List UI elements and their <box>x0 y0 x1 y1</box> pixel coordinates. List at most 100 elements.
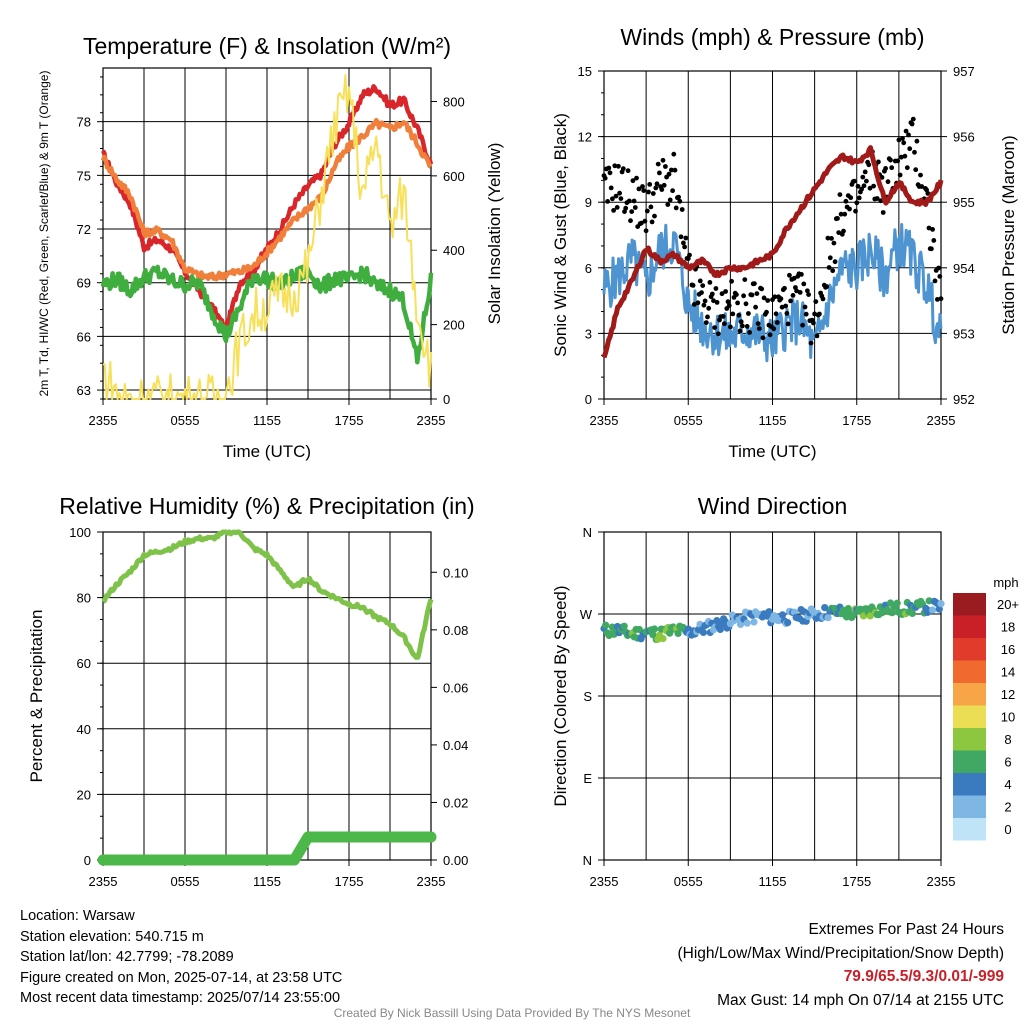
gust-point <box>826 265 832 270</box>
extremes-info: Extremes For Past 24 Hours (High/Low/Max… <box>678 918 1005 1012</box>
panel-3: 0 20 40 60 80 100 0.00 0.02 0.04 0.06 0.08 0.10 2355… <box>27 493 475 889</box>
gust-point <box>728 324 733 330</box>
direction-point <box>888 609 896 617</box>
gust-point <box>709 291 715 297</box>
gust-point <box>705 314 710 320</box>
gust-point <box>800 322 805 328</box>
direction-point <box>650 625 659 633</box>
y2-tick-label: 400 <box>443 243 465 258</box>
y-tick-label: 40 <box>77 722 91 737</box>
gust-point <box>817 311 822 317</box>
gust-point <box>832 259 838 265</box>
gust-point <box>661 182 667 188</box>
gust-point <box>902 153 908 159</box>
gust-point <box>811 320 816 326</box>
gust-point <box>719 291 725 297</box>
credit-text: Created By Nick Bassill Using Data Provi… <box>333 1006 691 1020</box>
y2-axis-label: Solar Insolation (Yellow) <box>485 143 504 325</box>
gust-point <box>682 244 687 250</box>
gust-point <box>653 185 659 191</box>
gust-point <box>773 311 779 317</box>
panel-1: 63 66 69 72 75 78 0 200 400 600 800 2355 0555 1155 175… <box>37 33 504 461</box>
gust-point <box>805 288 810 294</box>
legend-swatch <box>953 593 986 616</box>
y-tick-label: 69 <box>77 276 91 291</box>
gust-point <box>802 304 808 310</box>
pressure-line <box>601 145 944 359</box>
direction-point <box>779 611 787 619</box>
gust-point <box>784 311 790 316</box>
x-tick-label: 1155 <box>253 874 281 889</box>
gust-point <box>699 290 704 295</box>
gust-point <box>824 284 830 290</box>
gust-point <box>741 293 746 299</box>
y2-tick-label: 0 <box>443 392 450 407</box>
legend-label: 6 <box>1004 755 1011 770</box>
gust-point <box>861 183 867 189</box>
gust-point <box>671 151 677 157</box>
gust-point <box>851 178 857 184</box>
y-axis-label: 2m T, Td, HI/WC (Red, Green, Scarlet/Blu… <box>37 71 51 397</box>
direction-point <box>929 606 937 614</box>
gust-point <box>864 178 869 184</box>
gust-point <box>778 296 784 302</box>
direction-point <box>635 625 644 634</box>
gust-point <box>901 140 907 146</box>
gust-point <box>825 235 831 241</box>
direction-point <box>937 600 945 608</box>
legend-swatch <box>953 773 986 796</box>
gust-point <box>829 236 834 241</box>
gust-point <box>859 186 864 192</box>
gust-point <box>611 208 616 213</box>
gust-point <box>774 320 780 325</box>
gust-point <box>754 291 760 296</box>
gust-point <box>803 311 809 317</box>
gust-point <box>919 184 925 189</box>
gust-point <box>904 165 910 171</box>
y2-tick-label: 954 <box>953 261 975 276</box>
gust-point <box>860 174 866 180</box>
gust-point <box>711 298 716 304</box>
gust-point <box>666 171 672 177</box>
gust-point <box>771 326 777 332</box>
x-tick-label: 1155 <box>253 413 281 428</box>
legend-swatch <box>953 795 986 818</box>
elevation-text: Station elevation: 540.715 m <box>20 928 204 945</box>
gust-point <box>926 225 932 231</box>
gust-point <box>641 188 647 194</box>
y-tick-label: 60 <box>77 656 91 671</box>
gust-point <box>790 293 796 298</box>
y2-tick-label: 0.10 <box>443 565 468 580</box>
gust-point <box>935 297 940 302</box>
gust-point <box>714 300 720 305</box>
gust-point <box>649 219 655 225</box>
gust-point <box>764 309 769 315</box>
x-tick-label: 0555 <box>674 413 703 428</box>
x-axis-label: Time (UTC) <box>223 442 311 461</box>
gust-point <box>626 198 632 204</box>
humidity-line <box>101 529 434 660</box>
legend-label: 20+ <box>997 597 1019 612</box>
station-info: Location: Warsaw Station elevation: 540.… <box>20 906 342 1009</box>
direction-point <box>716 625 724 634</box>
gust-point <box>657 170 662 176</box>
x-tick-label: 2355 <box>89 874 118 889</box>
y-axis-label: Sonic Wind & Gust (Blue, Black) <box>551 113 570 357</box>
y-tick-label: 3 <box>585 326 592 341</box>
gust-point <box>879 175 885 180</box>
gust-point <box>767 332 773 338</box>
gust-point <box>835 216 840 221</box>
gust-point <box>760 335 766 341</box>
gust-point <box>720 314 726 319</box>
gust-point <box>667 197 673 203</box>
series-line-3 <box>100 264 434 365</box>
gust-point <box>679 207 685 212</box>
y2-axis-label: Station Pressure (Maroon) <box>999 135 1018 334</box>
y-tick-label: N <box>583 853 592 868</box>
chart-title: Relative Humidity (%) & Precipitation (i… <box>59 493 474 519</box>
series-line-2 <box>100 117 432 282</box>
x-tick-label: 0555 <box>171 874 200 889</box>
gust-point <box>707 280 713 285</box>
direction-point <box>765 608 773 616</box>
